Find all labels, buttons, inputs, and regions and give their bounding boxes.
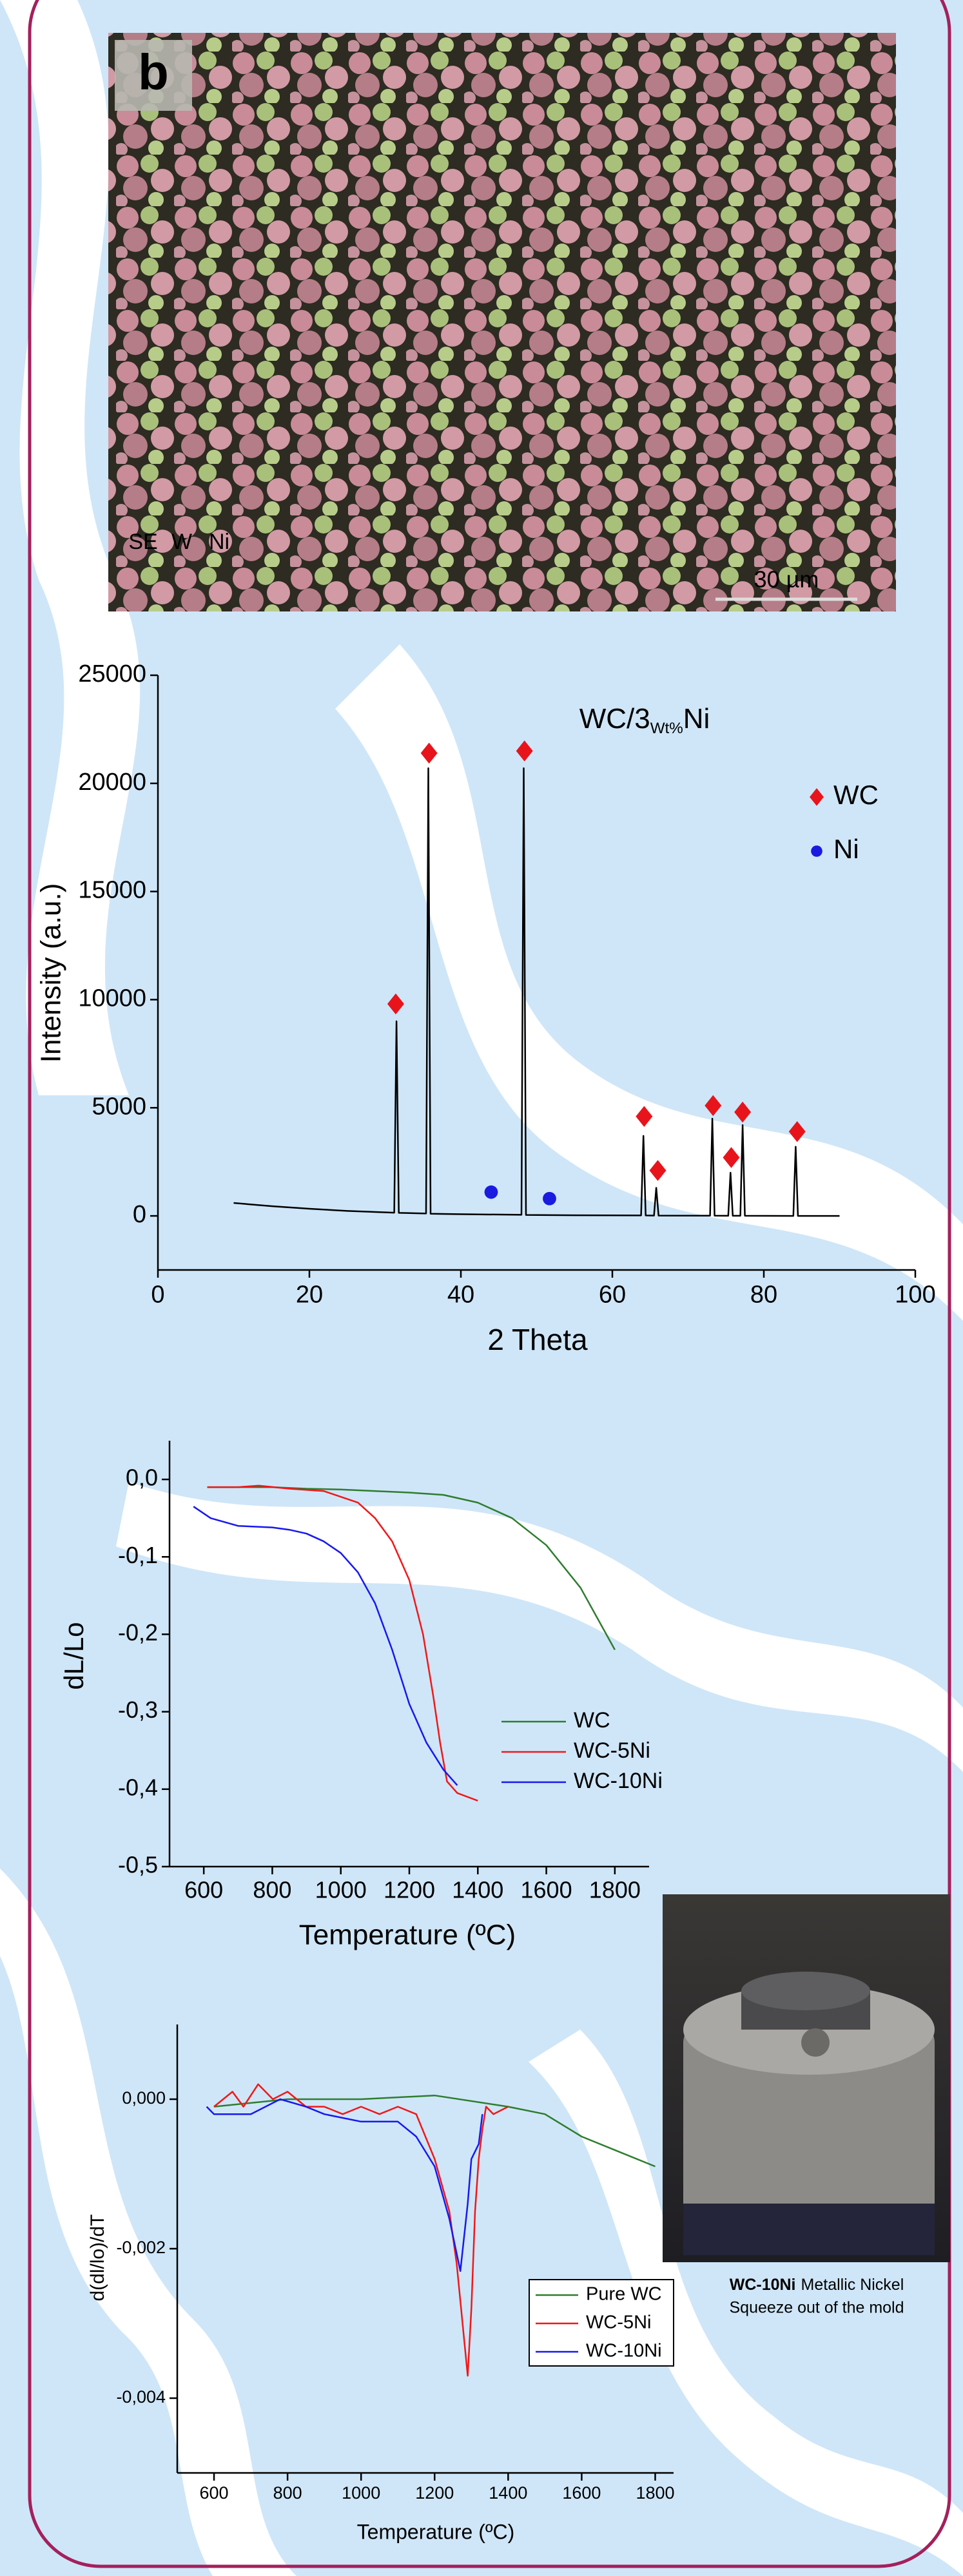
series-line <box>206 2098 483 2273</box>
caption: WC-10Ni Metallic Nickel <box>730 2276 904 2294</box>
channel-label: W <box>171 530 192 554</box>
channel-label: Ni <box>209 530 229 554</box>
x-tick-label: 1600 <box>521 1877 572 1903</box>
legend-label: WC-10Ni <box>586 2341 662 2361</box>
marker <box>420 742 438 764</box>
marker <box>734 1101 752 1123</box>
y-tick-label: 25000 <box>78 660 146 687</box>
mold <box>683 2023 935 2242</box>
legend-label: WC <box>574 1708 610 1733</box>
caption-label: WC-10Ni <box>730 2276 796 2294</box>
x-axis-label: Temperature (ºC) <box>357 2520 515 2543</box>
nickel-bead <box>801 2028 830 2057</box>
marker <box>543 1191 556 1206</box>
marker <box>811 845 822 857</box>
mold-base <box>683 2204 935 2255</box>
channel-label: SE <box>128 530 157 554</box>
y-tick-label: 15000 <box>78 877 146 904</box>
chart-title: WC/3Wt%Ni <box>579 703 710 738</box>
marker <box>705 1095 722 1117</box>
x-tick-label: 1200 <box>415 2483 454 2503</box>
x-tick-label: 40 <box>447 1282 474 1309</box>
y-axis-label: d(dl/lo)/dT <box>87 2214 108 2301</box>
marker <box>484 1185 498 1199</box>
marker <box>516 740 533 762</box>
y-tick-label: 0 <box>133 1201 146 1228</box>
y-tick-label: -0,2 <box>118 1619 158 1646</box>
x-tick-label: 600 <box>200 2483 229 2503</box>
y-tick-label: 0,000 <box>122 2088 166 2108</box>
sem-image: b SE W Ni 30 µm <box>108 33 896 611</box>
y-axis-label: Intensity (a.u.) <box>35 883 67 1063</box>
caption: Squeeze out of the mold <box>729 2299 904 2317</box>
marker <box>636 1106 653 1127</box>
y-tick-label: -0,5 <box>118 1852 158 1878</box>
chart: 600 800 1000 1200 1400 1600 1800 0,0 -0,1 -0,2 -0,… <box>59 1441 663 1951</box>
y-tick-label: 10000 <box>78 985 146 1012</box>
caption-text: Metallic Nickel <box>801 2276 904 2294</box>
scale-bar-label: 30 µm <box>754 566 819 593</box>
y-tick-label: 0,0 <box>126 1465 158 1491</box>
series-line <box>207 1485 478 1802</box>
y-tick-label: -0,4 <box>118 1774 158 1800</box>
x-tick-label: 20 <box>296 1282 323 1309</box>
x-tick-label: 1800 <box>636 2483 674 2503</box>
marker <box>788 1120 806 1142</box>
x-tick-label: 0 <box>151 1282 164 1309</box>
marker <box>387 993 404 1015</box>
legend-label: WC <box>833 780 879 810</box>
x-tick-label: 80 <box>750 1282 777 1309</box>
x-tick-label: 1000 <box>342 2483 380 2503</box>
panel-label: b <box>138 44 169 101</box>
y-tick-label: 20000 <box>78 769 146 796</box>
x-tick-label: 1800 <box>589 1877 641 1903</box>
x-tick-label: 60 <box>599 1282 626 1309</box>
series-line <box>233 767 840 1217</box>
marker <box>723 1147 740 1168</box>
y-tick-label: -0,1 <box>118 1542 158 1568</box>
x-axis-label: Temperature (ºC) <box>299 1919 516 1951</box>
sample-top <box>741 1972 870 2010</box>
series-line <box>213 2083 509 2377</box>
x-tick-label: 800 <box>253 1877 291 1903</box>
legend-label: WC-5Ni <box>586 2312 652 2333</box>
panel-box <box>115 40 192 111</box>
y-tick-label: -0,002 <box>116 2238 166 2257</box>
x-axis-label: 2 Theta <box>487 1323 588 1356</box>
sample-photo <box>663 1894 950 2262</box>
y-tick-label: -0,3 <box>118 1697 158 1723</box>
marker <box>810 788 824 806</box>
legend-label: Ni <box>833 834 859 864</box>
y-tick-label: 5000 <box>92 1093 146 1120</box>
x-tick-label: 1400 <box>489 2483 527 2503</box>
x-tick-label: 1600 <box>562 2483 601 2503</box>
chart: 0 20 40 60 80 100 0 5000 10000 15000 20000 25000 WC N… <box>35 660 936 1356</box>
x-tick-label: 100 <box>895 1282 935 1309</box>
title-part: WC/3 <box>579 703 650 735</box>
x-tick-label: 1000 <box>315 1877 367 1903</box>
y-axis-label: dL/Lo <box>59 1622 89 1689</box>
y-tick-label: -0,004 <box>116 2387 166 2407</box>
marker <box>649 1160 666 1181</box>
sem-photo <box>108 33 896 611</box>
title-part: Wt% <box>650 720 683 737</box>
legend-label: WC-10Ni <box>574 1769 663 1793</box>
chart: 600 800 1000 1200 1400 1600 1800 0,000 -0,002 -0,… <box>87 2024 675 2543</box>
legend-label: Pure WC <box>586 2284 662 2305</box>
x-tick-label: 1400 <box>452 1877 503 1903</box>
title-part: Ni <box>683 703 710 735</box>
x-tick-label: 600 <box>184 1877 223 1903</box>
x-tick-label: 800 <box>273 2483 302 2503</box>
frame <box>28 0 951 2568</box>
x-tick-label: 1200 <box>384 1877 435 1903</box>
legend-label: WC-5Ni <box>574 1738 650 1763</box>
series-line <box>193 1506 458 1786</box>
